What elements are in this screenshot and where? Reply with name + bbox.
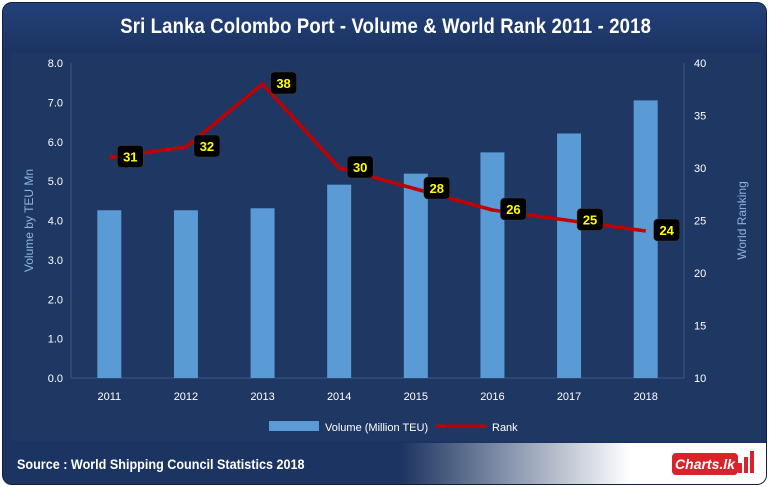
logo-text: Charts.lk xyxy=(672,453,738,475)
volume-bar xyxy=(97,210,122,378)
rank-data-label: 32 xyxy=(200,139,214,154)
y-tick-label: 3.0 xyxy=(48,255,63,267)
y-tick-label: 4.0 xyxy=(48,216,63,228)
y-tick-label: 5.0 xyxy=(48,176,63,188)
rank-data-label: 25 xyxy=(583,213,597,228)
rank-label-box xyxy=(270,71,297,95)
plot-panel: 0.0 1.0 2.0 3.0 4.0 5.0 6.0 7.0 8.0 10 15 20 25 30 35 4… xyxy=(11,53,762,441)
y-tick-label: 7.0 xyxy=(48,97,63,109)
rank-data-label: 31 xyxy=(123,150,137,165)
x-tick-label: 2018 xyxy=(633,391,657,403)
x-tick-label: 2012 xyxy=(174,391,198,403)
volume-bar xyxy=(633,100,658,378)
volume-bar xyxy=(557,133,582,378)
bar-chart-icon xyxy=(738,451,754,473)
y-tick-label: 8.0 xyxy=(48,58,63,70)
y2-tick-label: 20 xyxy=(694,268,706,280)
x-tick-label: 2015 xyxy=(404,391,428,403)
legend-label-rank: Rank xyxy=(492,422,518,434)
volume-bar xyxy=(480,152,505,378)
legend-swatch-volume xyxy=(269,421,319,431)
charts-lk-logo: Charts.lk xyxy=(672,449,756,477)
volume-bar xyxy=(403,173,428,378)
x-tick-label: 2017 xyxy=(557,391,581,403)
y2-tick-label: 10 xyxy=(694,373,706,385)
y-tick-label: 6.0 xyxy=(48,137,63,149)
rank-label-box xyxy=(423,176,451,200)
rank-label-box xyxy=(500,197,527,221)
rank-label-box xyxy=(653,218,680,242)
y-tick-label: 1.0 xyxy=(48,334,63,346)
y2-tick-label: 30 xyxy=(694,163,706,175)
title-bar: Sri Lanka Colombo Port - Volume & World … xyxy=(3,3,766,51)
x-tick-label: 2014 xyxy=(327,391,351,403)
y-tick-label: 0.0 xyxy=(48,373,63,385)
rank-data-label: 38 xyxy=(276,76,290,91)
volume-bar xyxy=(327,184,352,378)
x-tick-label: 2016 xyxy=(480,391,504,403)
y2-tick-label: 35 xyxy=(694,111,706,123)
y2-tick-label: 40 xyxy=(694,58,706,70)
rank-data-label: 28 xyxy=(430,181,444,196)
rank-data-label: 24 xyxy=(659,223,674,238)
x-tick-label: 2013 xyxy=(250,391,274,403)
volume-bar xyxy=(250,208,275,378)
legend-label-volume: Volume (Million TEU) xyxy=(325,422,428,434)
chart-title: Sri Lanka Colombo Port - Volume & World … xyxy=(120,15,651,38)
y-tick-label: 2.0 xyxy=(48,294,63,306)
rank-data-label: 30 xyxy=(353,160,367,175)
rank-data-label: 26 xyxy=(506,202,520,217)
y2-tick-label: 25 xyxy=(694,216,706,228)
y2-axis-title: World Ranking xyxy=(735,181,749,259)
footer: Source : World Shipping Council Statisti… xyxy=(3,443,766,484)
rank-label-box xyxy=(576,208,604,231)
x-tick-label: 2011 xyxy=(97,391,121,403)
source-note: Source : World Shipping Council Statisti… xyxy=(17,456,305,472)
rank-label-box xyxy=(117,145,144,168)
y2-tick-label: 15 xyxy=(694,321,706,333)
volume-bar xyxy=(173,210,198,378)
y-axis-title: Volume by TEU Mn xyxy=(22,169,36,272)
rank-label-box xyxy=(346,155,374,179)
rank-label-box xyxy=(193,134,221,158)
combo-chart: 0.0 1.0 2.0 3.0 4.0 5.0 6.0 7.0 8.0 10 15 20 25 30 35 4… xyxy=(22,58,749,434)
